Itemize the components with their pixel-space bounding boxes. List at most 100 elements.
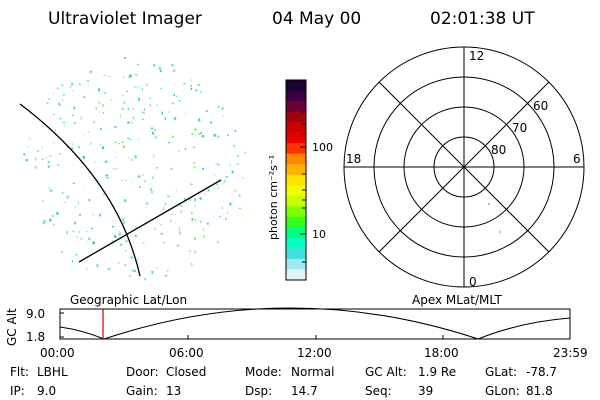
image-pixel	[131, 181, 134, 184]
image-pixel	[80, 237, 83, 240]
image-pixel	[115, 167, 118, 171]
image-pixel	[124, 199, 127, 203]
geographic-caption: Geographic Lat/Lon	[70, 293, 187, 307]
color-bar-cell	[286, 248, 306, 260]
image-pixel	[42, 222, 45, 224]
image-pixel	[104, 160, 108, 163]
image-pixel	[48, 98, 51, 100]
image-pixel	[59, 153, 61, 155]
image-pixel	[80, 116, 82, 120]
status-glon-label: GLon:	[485, 384, 520, 398]
image-pixel	[41, 146, 43, 149]
image-pixel	[203, 230, 205, 232]
image-pixel	[207, 189, 210, 192]
status-glat-value: -78.7	[526, 365, 557, 379]
image-pixel	[198, 133, 201, 135]
image-pixel	[200, 132, 203, 134]
image-pixel	[106, 176, 109, 179]
image-pixel	[118, 262, 120, 264]
image-pixel	[72, 143, 73, 145]
image-pixel	[155, 136, 158, 139]
alt-tick-1-8: 1.8	[26, 330, 45, 344]
image-pixel	[142, 242, 145, 244]
image-pixel	[244, 151, 247, 154]
image-pixel	[194, 198, 196, 202]
image-pixel	[185, 112, 187, 114]
image-pixel	[49, 218, 52, 222]
image-pixel	[108, 75, 110, 78]
mlt-label-0: 0	[469, 275, 477, 289]
image-pixel	[96, 264, 99, 268]
status-gain-value: 13	[166, 384, 181, 398]
image-pixel	[166, 270, 169, 272]
polar-diagonal-2	[378, 81, 550, 253]
image-pixel	[83, 135, 86, 137]
image-pixel	[134, 86, 137, 88]
time-tick-2359: 23:59	[553, 346, 588, 360]
image-pixel	[76, 236, 78, 239]
image-pixel	[175, 189, 177, 192]
mlt-label-18: 18	[346, 152, 361, 166]
image-pixel	[227, 134, 229, 136]
image-pixel	[150, 190, 154, 194]
image-pixel	[56, 212, 59, 215]
header-time: 02:01:38 UT	[430, 9, 535, 29]
image-pixel	[154, 227, 157, 231]
image-pixel	[82, 188, 84, 190]
image-pixel	[238, 207, 242, 209]
image-pixel	[141, 174, 144, 176]
image-pixel	[217, 106, 220, 108]
color-scale-bar: 100 10 photon cm⁻²s⁻¹	[267, 79, 333, 281]
color-bar-cell	[286, 258, 306, 270]
image-pixel	[170, 219, 172, 223]
image-pixel	[110, 99, 113, 101]
image-pixel	[150, 127, 154, 129]
image-pixel	[175, 95, 177, 97]
image-pixel	[28, 137, 31, 140]
image-pixel	[190, 88, 193, 91]
image-pixel	[85, 231, 88, 233]
image-pixel	[141, 88, 144, 91]
color-bar-cell	[286, 174, 306, 186]
image-pixel	[119, 114, 121, 118]
image-pixel	[190, 263, 193, 266]
image-pixel	[193, 237, 196, 240]
image-pixel	[103, 193, 105, 196]
image-pixel	[92, 241, 95, 245]
image-pixel	[143, 180, 147, 183]
image-pixel	[114, 141, 117, 144]
alt-axis-label: GC Alt	[5, 308, 19, 346]
image-pixel	[219, 215, 221, 218]
image-pixel	[180, 210, 182, 213]
image-pixel	[145, 206, 147, 208]
color-bar-cell	[286, 101, 306, 113]
status-glat-label: GLat:	[485, 365, 517, 379]
image-pixel	[159, 67, 161, 70]
color-bar-unit-label: photon cm⁻²s⁻¹	[267, 155, 280, 240]
image-pixel	[124, 263, 126, 266]
image-pixel	[85, 241, 88, 243]
meridian-line	[78, 179, 222, 263]
status-dsp-value: 14.7	[291, 384, 318, 398]
image-pixel	[91, 227, 94, 230]
image-pixel	[173, 69, 176, 72]
color-bar-cell	[286, 153, 306, 165]
image-pixel	[137, 258, 140, 260]
lat-label-60: 60	[533, 99, 548, 113]
image-pixel	[221, 206, 223, 209]
image-pixel	[129, 275, 132, 277]
image-pixel	[63, 124, 65, 127]
image-pixel	[149, 104, 152, 107]
image-pixel	[191, 133, 194, 135]
image-pixel	[88, 237, 91, 241]
polar-plot: 12 18 6 0 60 70 80	[343, 46, 585, 289]
image-pixel	[227, 211, 228, 214]
time-tick-0000: 00:00	[40, 346, 75, 360]
image-pixel	[191, 211, 193, 215]
image-pixel	[75, 254, 78, 256]
image-pixel	[88, 199, 91, 202]
image-pixel	[115, 125, 118, 128]
image-pixel	[176, 244, 179, 247]
image-pixel	[89, 70, 92, 74]
image-pixel	[151, 132, 155, 135]
